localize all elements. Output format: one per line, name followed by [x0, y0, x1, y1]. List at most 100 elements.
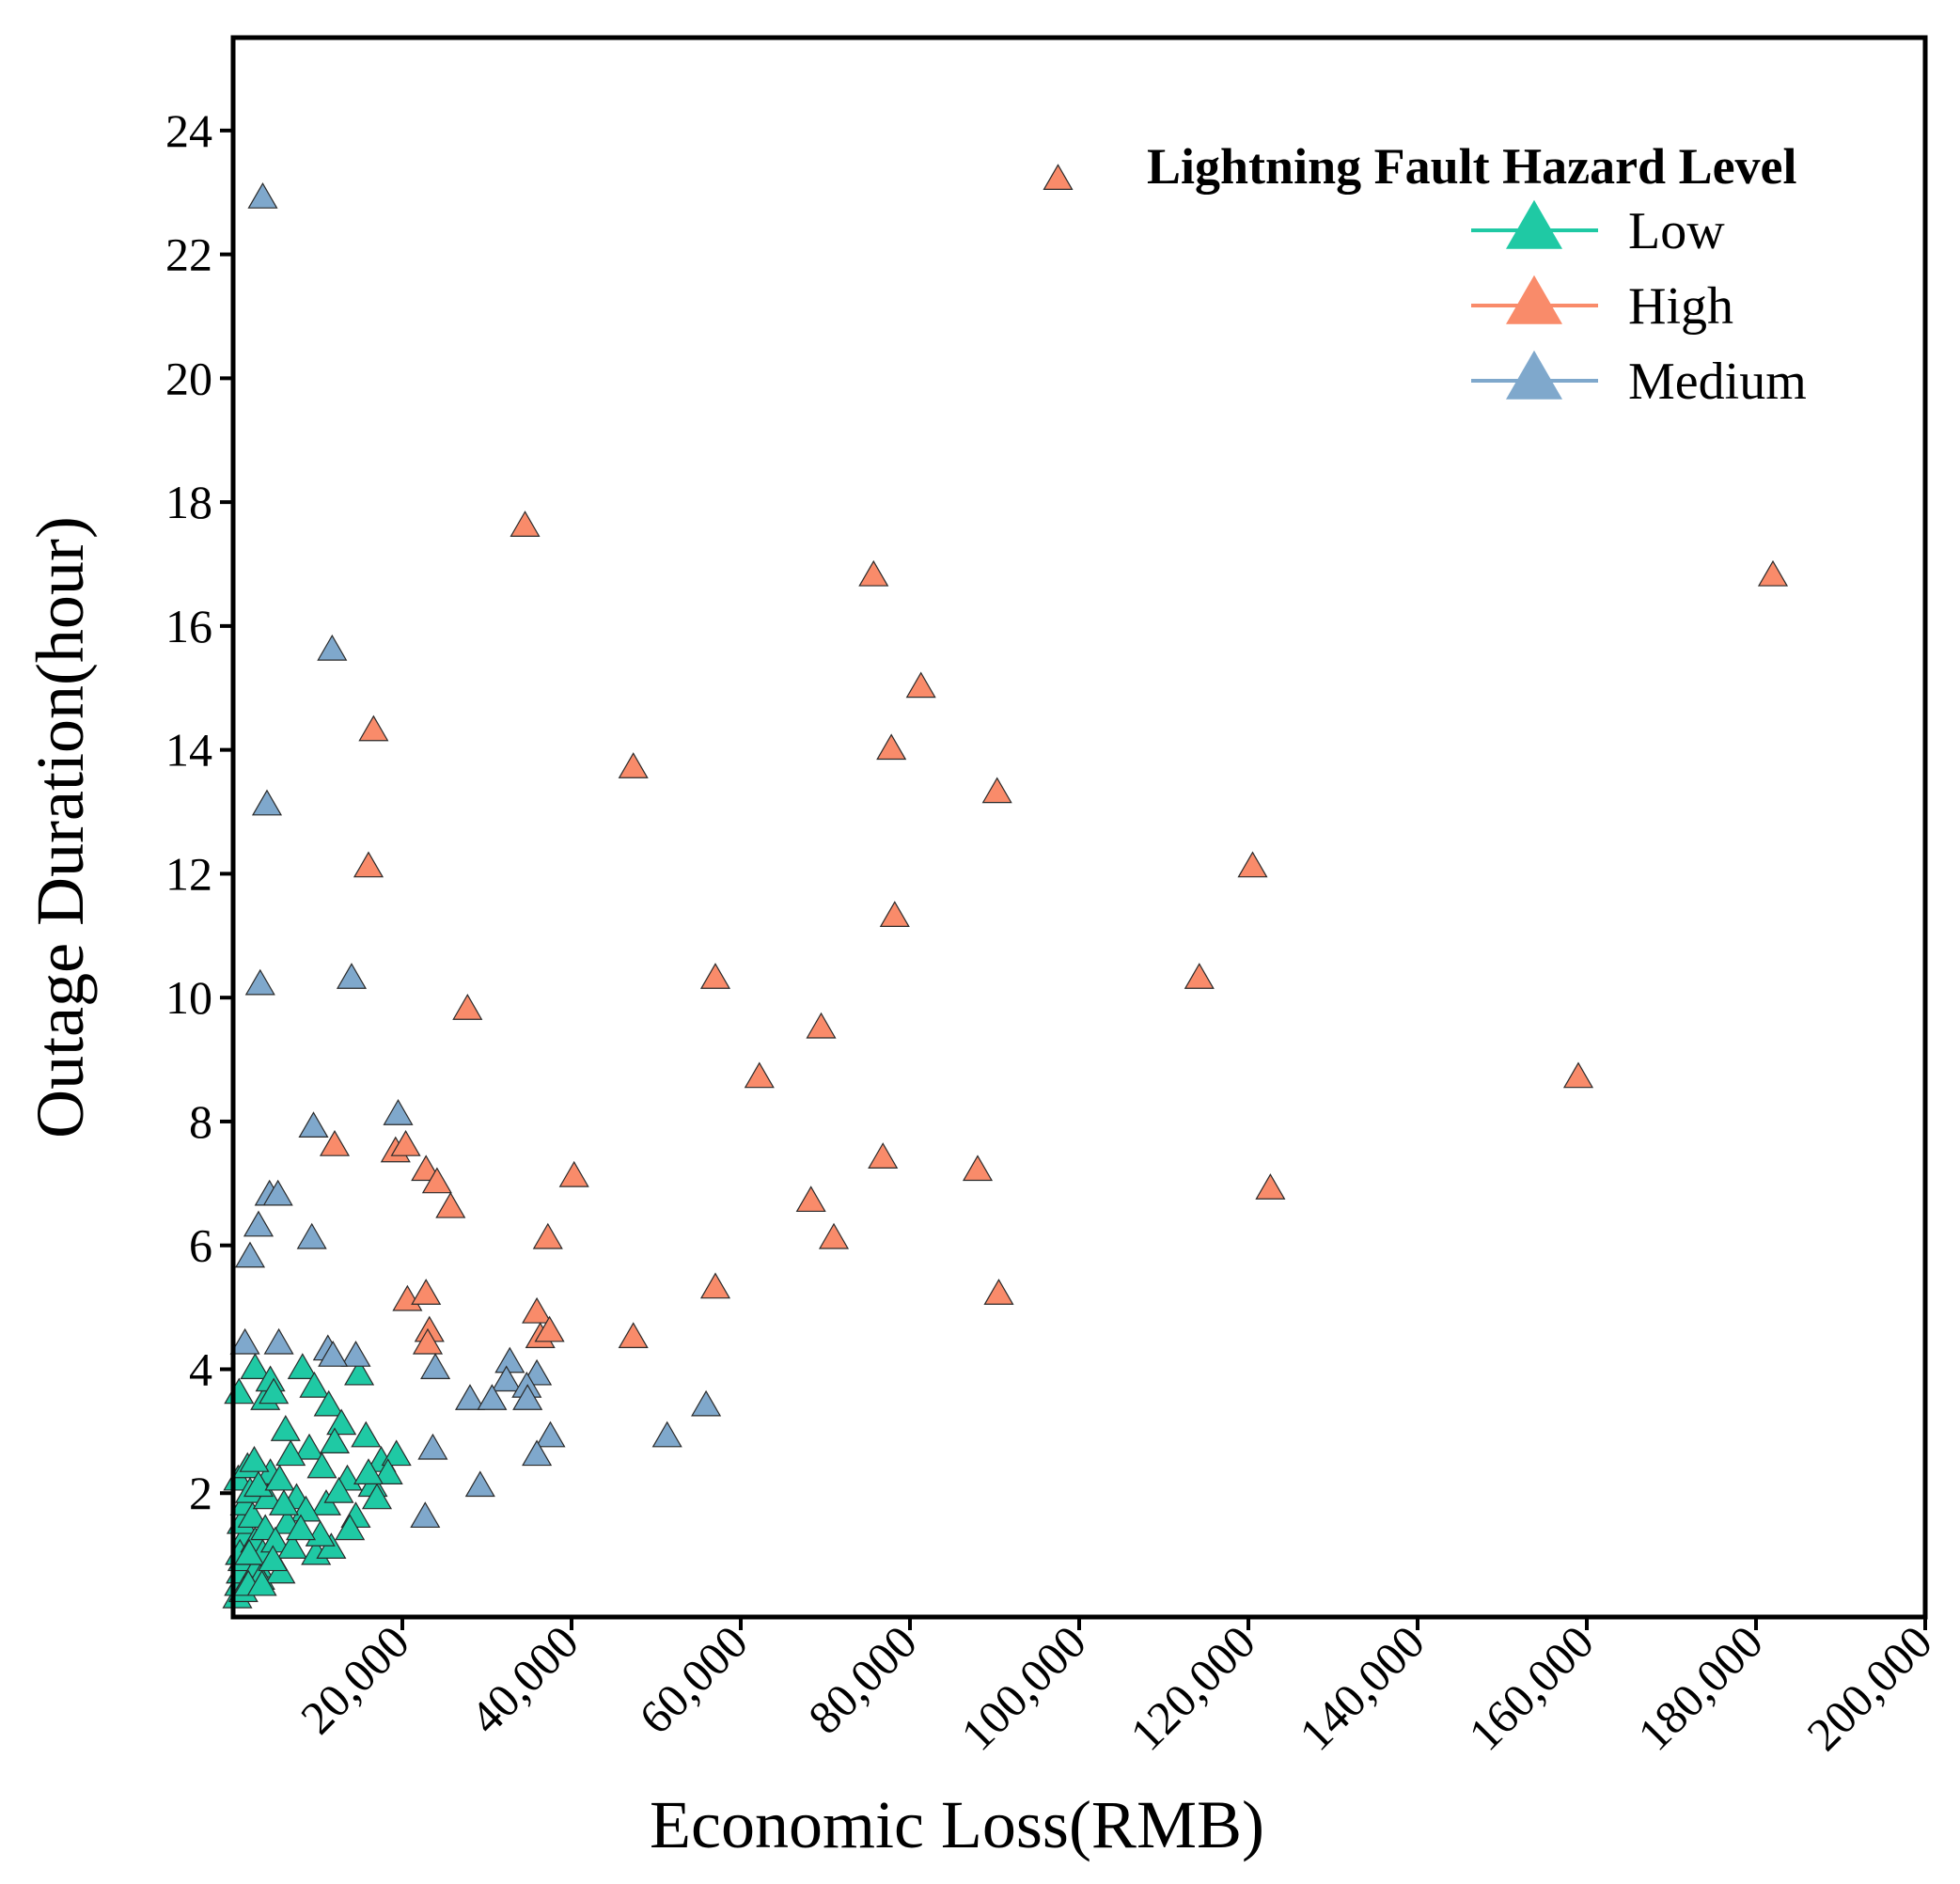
point-low: [306, 1452, 337, 1479]
point-medium: [318, 1340, 349, 1367]
legend-label-medium: Medium: [1628, 353, 1807, 411]
point-medium: [420, 1353, 451, 1379]
point-high: [1757, 559, 1789, 587]
x-tick-label: 140,000: [1289, 1615, 1435, 1761]
point-low: [299, 1371, 330, 1398]
point-high: [1562, 1061, 1594, 1089]
point-low: [381, 1439, 412, 1467]
point-medium: [477, 1384, 508, 1410]
legend-marker-low: [1506, 199, 1562, 249]
x-tick-label: 120,000: [1120, 1615, 1265, 1761]
point-low: [335, 1514, 366, 1541]
point-low: [234, 1538, 265, 1565]
point-high: [858, 559, 889, 587]
point-medium: [247, 181, 278, 209]
point-low: [293, 1433, 325, 1460]
point-low: [351, 1421, 382, 1448]
point-high: [532, 1222, 563, 1249]
plot-area-frame: [230, 35, 1928, 1620]
point-low: [268, 1489, 300, 1515]
point-medium: [229, 1327, 260, 1355]
point-medium: [410, 1501, 441, 1529]
y-tick-label: 2: [189, 1467, 212, 1519]
data-points: [222, 164, 1789, 1609]
point-high: [421, 1167, 452, 1194]
point-high: [1043, 164, 1074, 191]
point-high: [744, 1061, 775, 1089]
point-medium: [417, 1433, 448, 1460]
point-low: [259, 1377, 290, 1405]
x-tick-label: 60,000: [629, 1615, 758, 1744]
point-high: [981, 777, 1012, 804]
point-low: [264, 1464, 295, 1491]
legend-label-high: High: [1628, 277, 1733, 336]
point-high: [358, 714, 389, 742]
point-low: [287, 1353, 318, 1379]
point-medium: [296, 1222, 327, 1249]
point-medium: [383, 1099, 414, 1125]
y-axis-title: Outage Duration(hour): [23, 516, 98, 1138]
point-high: [618, 752, 649, 778]
legend: Lightning Fault Hazard Level Low High Medi…: [1147, 138, 1807, 411]
point-high: [618, 1322, 649, 1349]
point-high: [435, 1191, 466, 1218]
y-tick-label: 20: [165, 352, 212, 404]
point-low: [246, 1569, 277, 1596]
x-tick-label: 40,000: [460, 1615, 588, 1744]
point-medium: [336, 963, 368, 989]
point-medium: [262, 1179, 293, 1206]
point-high: [522, 1296, 553, 1324]
point-low: [237, 1501, 268, 1529]
point-low: [239, 1445, 270, 1472]
point-medium: [454, 1384, 486, 1410]
legend-title: Lightning Fault Hazard Level: [1147, 138, 1797, 195]
point-high: [452, 994, 483, 1020]
point-high: [412, 1327, 444, 1355]
y-tick-label: 18: [165, 476, 212, 528]
point-medium: [317, 634, 348, 661]
point-low: [372, 1458, 403, 1484]
point-medium: [535, 1421, 566, 1448]
y-tick-label: 12: [165, 847, 212, 900]
point-medium: [340, 1340, 371, 1367]
point-medium: [491, 1365, 522, 1392]
point-high: [390, 1129, 421, 1156]
point-low: [313, 1389, 344, 1417]
point-low: [285, 1514, 317, 1541]
legend-marker-medium: [1506, 350, 1562, 400]
point-medium: [512, 1384, 543, 1410]
y-tick-label: 22: [165, 228, 212, 281]
point-high: [353, 851, 384, 878]
point-medium: [691, 1389, 722, 1417]
point-high: [699, 963, 731, 989]
x-tick-label: 20,000: [290, 1615, 419, 1744]
point-medium: [263, 1327, 294, 1355]
point-high: [534, 1315, 565, 1342]
point-high: [1184, 963, 1215, 989]
point-low: [240, 1353, 271, 1379]
point-low: [270, 1415, 301, 1441]
y-tick-label: 14: [165, 724, 212, 777]
y-tick-label: 24: [165, 104, 212, 157]
point-high: [876, 733, 907, 761]
y-tick-label: 4: [189, 1342, 212, 1395]
point-low: [276, 1532, 308, 1560]
point-high: [962, 1154, 994, 1182]
x-tick-label: 200,000: [1796, 1615, 1942, 1761]
point-medium: [494, 1346, 525, 1374]
point-low: [353, 1458, 384, 1484]
y-tick-label: 6: [189, 1219, 212, 1272]
point-low: [361, 1483, 393, 1510]
point-high: [868, 1142, 899, 1169]
legend-items: Low High Medium: [1471, 199, 1807, 411]
point-medium: [464, 1470, 495, 1498]
y-tick-label: 10: [165, 971, 212, 1024]
point-medium: [522, 1439, 553, 1467]
point-medium: [298, 1111, 329, 1138]
point-high: [795, 1185, 826, 1213]
point-medium: [651, 1421, 682, 1448]
x-tick-label: 160,000: [1458, 1615, 1604, 1761]
x-axis-title: Economic Loss(RMB): [650, 1787, 1264, 1862]
point-low: [323, 1476, 354, 1503]
